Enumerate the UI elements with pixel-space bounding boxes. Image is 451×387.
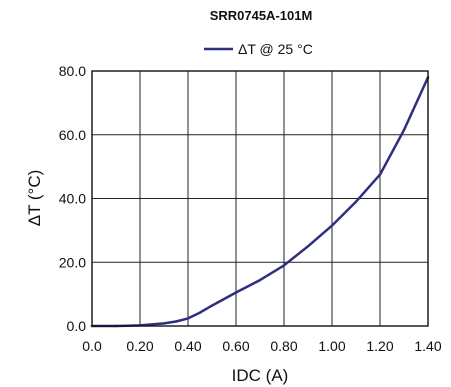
- x-tick-label: 0.40: [174, 338, 201, 354]
- plot-frame: [91, 70, 429, 327]
- x-tick-label: 1.00: [318, 338, 345, 354]
- data-point: [234, 291, 238, 294]
- y-tick-labels: 0.0 20.0 40.0 60.0 80.0: [59, 63, 86, 334]
- data-point: [354, 200, 358, 203]
- x-tick-label: 0.60: [222, 338, 249, 354]
- data-point: [210, 304, 214, 307]
- data-point: [174, 320, 178, 323]
- data-point: [198, 311, 202, 314]
- x-tick-label: 0.20: [126, 338, 153, 354]
- y-tick-label: 20.0: [59, 254, 86, 270]
- y-tick-label: 60.0: [59, 127, 86, 143]
- x-tick-labels: 0.0 0.20 0.40 0.60 0.80 1.00 1.20 1.40: [82, 338, 442, 354]
- data-point: [306, 245, 310, 248]
- data-point: [162, 322, 166, 325]
- x-tick-label: 0.0: [82, 338, 102, 354]
- series-line: [90, 76, 430, 328]
- x-tick-label: 0.80: [270, 338, 297, 354]
- data-point: [258, 278, 262, 282]
- y-axis-title: ΔT (°C): [25, 170, 44, 227]
- data-point: [378, 173, 382, 176]
- grid: [92, 71, 428, 326]
- data-point: [402, 128, 406, 132]
- chart-title: SRR0745A-101M: [210, 8, 313, 23]
- x-tick-label: 1.20: [366, 338, 393, 354]
- data-point: [330, 224, 334, 227]
- x-tick-label: 1.40: [414, 338, 441, 354]
- legend-label: ΔT @ 25 °C: [238, 41, 313, 57]
- legend: ΔT @ 25 °C: [204, 41, 313, 57]
- y-tick-label: 0.0: [67, 318, 87, 334]
- y-tick-label: 80.0: [59, 63, 86, 79]
- y-tick-label: 40.0: [59, 191, 86, 207]
- x-axis-title: IDC (A): [232, 366, 289, 385]
- data-point: [186, 317, 190, 320]
- series-layer: [90, 76, 430, 328]
- data-point: [282, 264, 286, 267]
